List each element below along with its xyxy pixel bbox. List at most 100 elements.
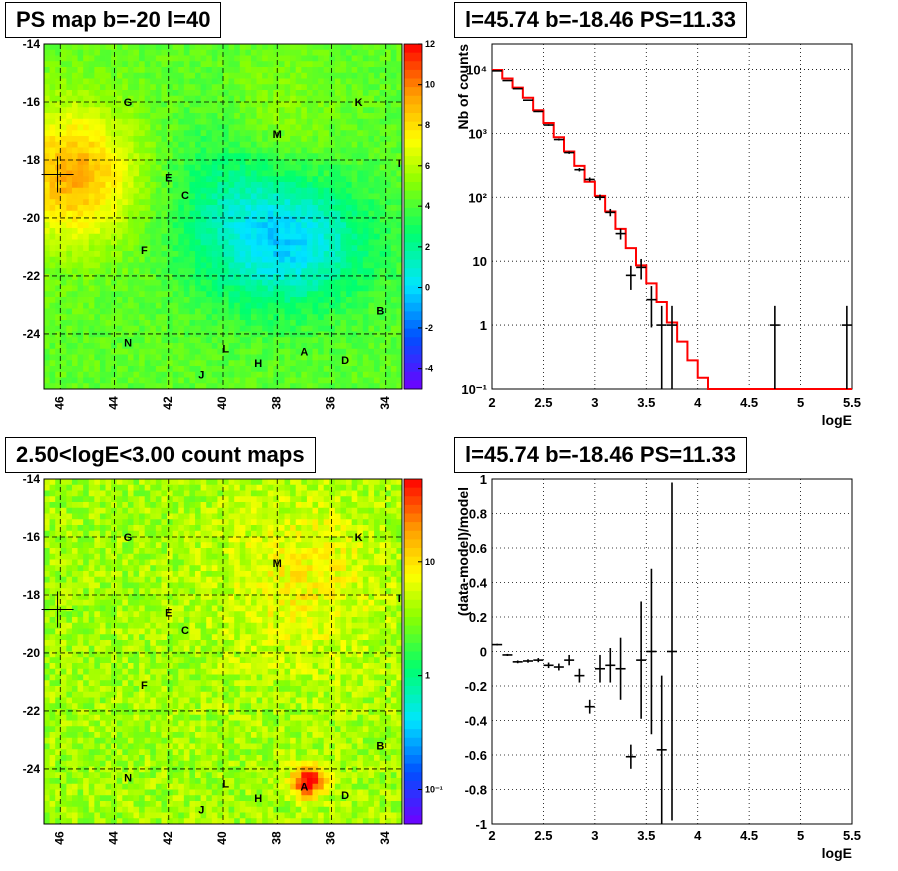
heatmap-cell	[273, 44, 280, 51]
heatmap-cell	[211, 274, 218, 281]
heatmap-cell	[256, 113, 263, 120]
heatmap-cell	[178, 308, 185, 315]
heatmap-cell	[396, 360, 403, 367]
heatmap-cell	[183, 193, 190, 200]
heatmap-cell	[323, 262, 330, 269]
heatmap-cell	[262, 176, 269, 183]
heatmap-cell	[144, 72, 151, 79]
heatmap-cell	[323, 67, 330, 74]
heatmap-cell	[127, 559, 134, 566]
heatmap-cell	[77, 101, 84, 108]
heatmap-cell	[334, 496, 341, 503]
heatmap-cell	[195, 490, 202, 497]
heatmap-cell	[301, 360, 308, 367]
heatmap-cell	[49, 262, 56, 269]
palette-cell	[404, 199, 422, 209]
heatmap-cell	[318, 279, 325, 286]
heatmap-cell	[385, 124, 392, 131]
heatmap-cell	[60, 49, 67, 56]
heatmap-cell	[362, 502, 369, 509]
heatmap-cell	[334, 274, 341, 281]
heatmap-cell	[306, 256, 313, 263]
heatmap-cell	[127, 337, 134, 344]
heatmap-cell	[60, 371, 67, 378]
heatmap-cell	[178, 502, 185, 509]
heatmap-cell	[133, 268, 140, 275]
heatmap-cell	[295, 354, 302, 361]
heatmap-cell	[357, 274, 364, 281]
heatmap-cell	[250, 153, 257, 160]
heatmap-cell	[206, 216, 213, 223]
heatmap-cell	[178, 44, 185, 51]
heatmap-cell	[49, 285, 56, 292]
heatmap-cell	[116, 308, 123, 315]
heatmap-cell	[99, 314, 106, 321]
data-point	[523, 99, 533, 102]
heatmap-cell	[195, 101, 202, 108]
heatmap-cell	[122, 113, 129, 120]
heatmap-cell	[234, 536, 241, 543]
heatmap-cell	[323, 337, 330, 344]
heatmap-cell	[105, 371, 112, 378]
heatmap-cell	[167, 147, 174, 154]
heatmap-cell	[256, 274, 263, 281]
heatmap-cell	[49, 377, 56, 384]
heatmap-cell	[189, 101, 196, 108]
heatmap-cell	[139, 542, 146, 549]
heatmap-cell	[44, 153, 50, 160]
heatmap-cell	[105, 199, 112, 206]
heatmap-cell	[55, 153, 62, 160]
heatmap-cell	[329, 113, 336, 120]
heatmap-cell	[99, 130, 106, 137]
heatmap-cell	[256, 325, 263, 332]
heatmap-cell	[150, 130, 157, 137]
heatmap-cell	[55, 90, 62, 97]
heatmap-cell	[357, 559, 364, 566]
heatmap-cell	[189, 479, 196, 486]
heatmap-cell	[362, 354, 369, 361]
heatmap-cell	[211, 118, 218, 125]
heatmap-cell	[228, 130, 235, 137]
heatmap-cell	[245, 548, 252, 555]
heatmap-cell	[334, 90, 341, 97]
heatmap-cell	[211, 205, 218, 212]
heatmap-cell	[71, 124, 78, 131]
heatmap-cell	[94, 371, 101, 378]
heatmap-cell	[66, 291, 73, 298]
heatmap-cell	[284, 291, 291, 298]
heatmap-cell	[161, 548, 168, 555]
heatmap-cell	[340, 262, 347, 269]
heatmap-cell	[346, 320, 353, 327]
heatmap-cell	[77, 205, 84, 212]
heatmap-cell	[239, 502, 246, 509]
heatmap-cell	[228, 256, 235, 263]
heatmap-cell	[323, 525, 330, 532]
heatmap-cell	[139, 78, 146, 85]
heatmap-cell	[189, 84, 196, 91]
heatmap-cell	[217, 496, 224, 503]
heatmap-cell	[357, 262, 364, 269]
heatmap-cell	[127, 291, 134, 298]
heatmap-cell	[60, 548, 67, 555]
heatmap-cell	[250, 84, 257, 91]
heatmap-cell	[228, 507, 235, 514]
heatmap-cell	[155, 502, 162, 509]
heatmap-cell	[250, 525, 257, 532]
heatmap-cell	[116, 331, 123, 338]
heatmap-cell	[239, 513, 246, 520]
heatmap-cell	[334, 67, 341, 74]
heatmap-cell	[172, 233, 179, 240]
heatmap-cell	[150, 274, 157, 281]
heatmap-cell	[55, 279, 62, 286]
heatmap-cell	[144, 228, 151, 235]
heatmap-cell	[49, 113, 56, 120]
data-point	[841, 305, 852, 389]
heatmap-cell	[217, 337, 224, 344]
heatmap-cell	[195, 72, 202, 79]
heatmap-cell	[228, 354, 235, 361]
heatmap-cell	[357, 530, 364, 537]
heatmap-cell	[167, 136, 174, 143]
heatmap-cell	[301, 141, 308, 148]
heatmap-cell	[44, 239, 50, 246]
heatmap-cell	[385, 484, 392, 491]
